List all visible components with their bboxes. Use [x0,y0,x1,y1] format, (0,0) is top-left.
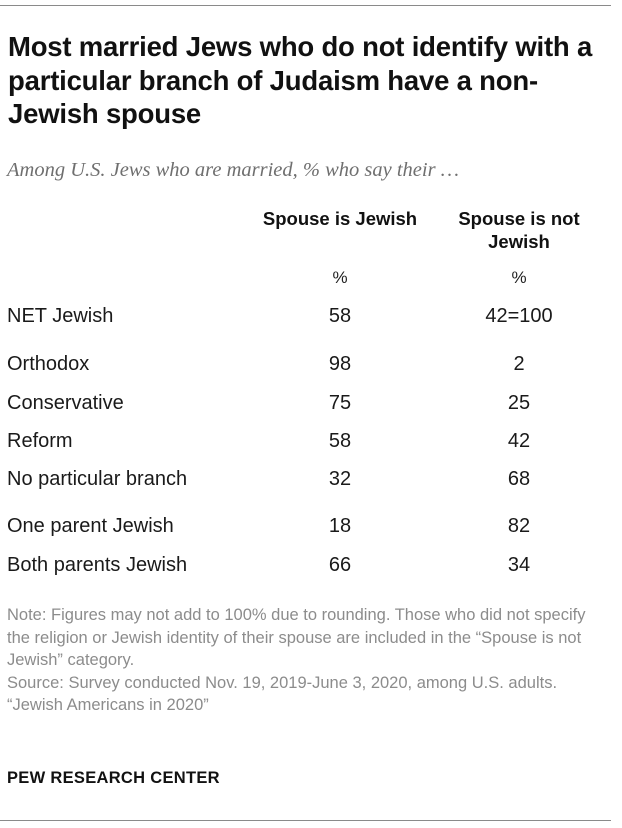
chart-subtitle: Among U.S. Jews who are married, % who s… [7,159,459,181]
footnotes: Note: Figures may not add to 100% due to… [7,604,607,717]
value-spouse-not-jewish: 68 [507,468,531,490]
value-spouse-not-jewish: 82 [507,515,531,537]
chart-title: Most married Jews who do not identify wi… [8,31,593,129]
value-spouse-jewish: 58 [328,305,352,327]
value-spouse-not-jewish: 42 [507,430,531,452]
value-spouse-not-jewish: 25 [507,392,531,414]
column-header-spouse-jewish: Spouse is Jewish [262,208,418,229]
value-spouse-not-jewish: 2 [513,353,525,375]
value-spouse-not-jewish: 34 [507,554,531,576]
column-unit-spouse-jewish: % [332,268,348,287]
value-spouse-jewish: 18 [328,515,352,537]
row-label: No particular branch [7,468,188,490]
row-label: Reform [7,430,73,452]
row-label: Conservative [7,392,124,414]
column-unit-spouse-not-jewish: % [511,268,527,287]
row-label: One parent Jewish [7,515,174,537]
value-spouse-jewish: 32 [328,468,352,490]
report-title: “Jewish Americans in 2020” [7,696,209,714]
note-text: Note: Figures may not add to 100% due to… [7,606,586,669]
value-spouse-not-jewish: 42=100 [485,305,553,327]
value-spouse-jewish: 58 [328,430,352,452]
source-text: Source: Survey conducted Nov. 19, 2019-J… [7,673,558,692]
pew-logo-text: PEW RESEARCH CENTER [7,769,220,787]
column-header-spouse-not-jewish: Spouse is not Jewish [458,208,580,252]
value-spouse-jewish: 75 [328,392,352,414]
bottom-rule [0,820,611,821]
row-label: Both parents Jewish [7,554,188,576]
value-spouse-jewish: 66 [328,554,352,576]
row-label: NET Jewish [7,305,114,327]
value-spouse-jewish: 98 [328,353,352,375]
row-label: Orthodox [7,353,90,375]
top-rule [0,5,611,6]
